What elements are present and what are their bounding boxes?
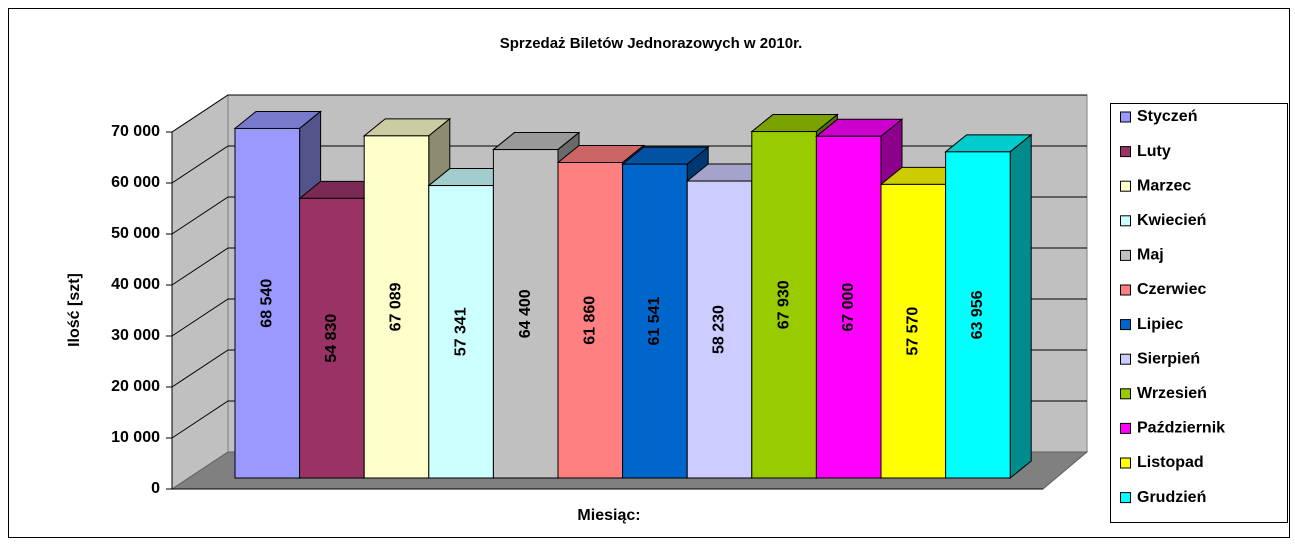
- legend-swatch: [1120, 457, 1131, 469]
- legend-swatch: [1120, 492, 1131, 504]
- chart-title: Sprzedaż Biletów Jednorazowych w 2010r.: [500, 35, 803, 52]
- bar: [751, 131, 817, 479]
- legend-label: Grudzień: [1137, 489, 1206, 506]
- data-label: 68 540: [259, 279, 276, 328]
- x-axis-label: Miesiąc:: [577, 507, 640, 524]
- bar: [299, 197, 365, 479]
- legend-swatch: [1120, 388, 1131, 400]
- data-label: 67 930: [775, 280, 792, 329]
- bar: [686, 180, 753, 479]
- legend-swatch: [1120, 111, 1131, 123]
- y-tick-label: 60 000: [111, 174, 160, 191]
- legend-swatch: [1120, 319, 1131, 331]
- bar-side: [1009, 133, 1032, 480]
- y-tick-label: 0: [151, 480, 160, 497]
- y-tick-label: 20 000: [111, 378, 160, 395]
- bar: [234, 127, 301, 479]
- y-tick-label: 30 000: [111, 327, 160, 344]
- legend-swatch: [1120, 180, 1131, 192]
- legend-swatch: [1120, 353, 1131, 365]
- bar: [428, 185, 494, 479]
- legend-label: Sierpień: [1137, 350, 1200, 367]
- legend-label: Luty: [1137, 143, 1171, 160]
- y-tick-label: 40 000: [111, 276, 160, 293]
- legend-label: Czerwiec: [1137, 281, 1206, 298]
- bar: [363, 135, 430, 479]
- bar: [622, 163, 688, 479]
- data-label: 64 400: [517, 289, 534, 338]
- data-label: 67 000: [840, 283, 857, 332]
- y-tick-label: 70 000: [111, 123, 160, 140]
- legend-swatch: [1120, 284, 1131, 296]
- y-tick-label: 10 000: [111, 429, 160, 446]
- y-tick-label: 50 000: [111, 225, 160, 242]
- y-axis-label: Ilość [szt]: [66, 273, 83, 347]
- legend-label: Listopad: [1137, 454, 1204, 471]
- grid-line: [171, 94, 1087, 133]
- legend-box: [1110, 103, 1288, 523]
- legend-swatch: [1120, 249, 1131, 261]
- legend-swatch: [1120, 422, 1131, 434]
- bar: [492, 149, 559, 479]
- legend-label: Maj: [1137, 247, 1164, 264]
- data-label: 57 570: [905, 307, 922, 356]
- bar: [945, 151, 1011, 479]
- legend-swatch: [1120, 146, 1131, 158]
- legend-swatch: [1120, 215, 1131, 227]
- legend-label: Wrzesień: [1137, 385, 1207, 402]
- data-label: 61 860: [582, 296, 599, 345]
- data-label: 67 089: [388, 282, 405, 331]
- data-label: 54 830: [323, 314, 340, 363]
- bar: [815, 135, 882, 479]
- legend-label: Marzec: [1137, 177, 1191, 194]
- data-label: 63 956: [969, 290, 986, 339]
- legend-label: Październik: [1137, 420, 1225, 437]
- legend-label: Kwiecień: [1137, 212, 1206, 229]
- data-label: 61 541: [646, 297, 663, 346]
- legend-label: Styczeń: [1137, 108, 1197, 125]
- bar: [557, 162, 624, 479]
- legend-label: Lipiec: [1137, 316, 1183, 333]
- side-wall: [171, 94, 229, 490]
- data-label: 57 341: [452, 307, 469, 356]
- data-label: 58 230: [711, 305, 728, 354]
- bar: [880, 183, 947, 479]
